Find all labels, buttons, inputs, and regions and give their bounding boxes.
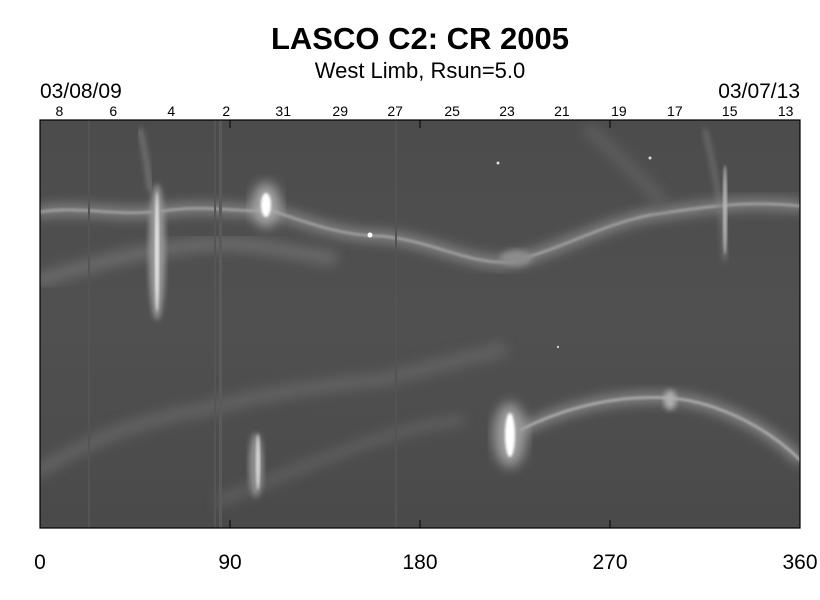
top-day-label: 21	[554, 103, 570, 119]
top-day-label: 8	[56, 103, 64, 119]
top-day-label: 19	[611, 103, 627, 119]
x-tick-label: 360	[782, 551, 817, 574]
top-day-label: 13	[778, 103, 794, 119]
heatmap-image	[40, 120, 800, 528]
chart-subtitle: West Limb, Rsun=5.0	[315, 58, 526, 83]
top-day-label: 27	[387, 103, 403, 119]
top-day-label: 15	[722, 103, 738, 119]
top-day-label: 31	[275, 103, 291, 119]
top-day-label: 25	[444, 103, 460, 119]
start-date-label: 03/08/09	[40, 80, 122, 103]
heatmap-vertical-streaks	[88, 120, 397, 528]
top-day-label: 6	[109, 103, 117, 119]
top-day-label: 2	[222, 103, 230, 119]
x-axis: 0 90 180 270 360	[34, 120, 818, 574]
top-day-label: 4	[167, 103, 175, 119]
heatmap-cme-features	[149, 156, 727, 497]
chart-title: LASCO C2: CR 2005	[271, 21, 569, 56]
top-day-label: 23	[499, 103, 515, 119]
heatmap-background	[40, 120, 800, 528]
x-tick-label: 270	[592, 551, 627, 574]
x-tick-label: 90	[218, 551, 241, 574]
end-date-label: 03/07/13	[718, 80, 800, 103]
top-day-label: 29	[332, 103, 348, 119]
top-day-label: 17	[667, 103, 683, 119]
x-tick-label: 0	[34, 551, 46, 574]
x-tick-label: 180	[402, 551, 437, 574]
